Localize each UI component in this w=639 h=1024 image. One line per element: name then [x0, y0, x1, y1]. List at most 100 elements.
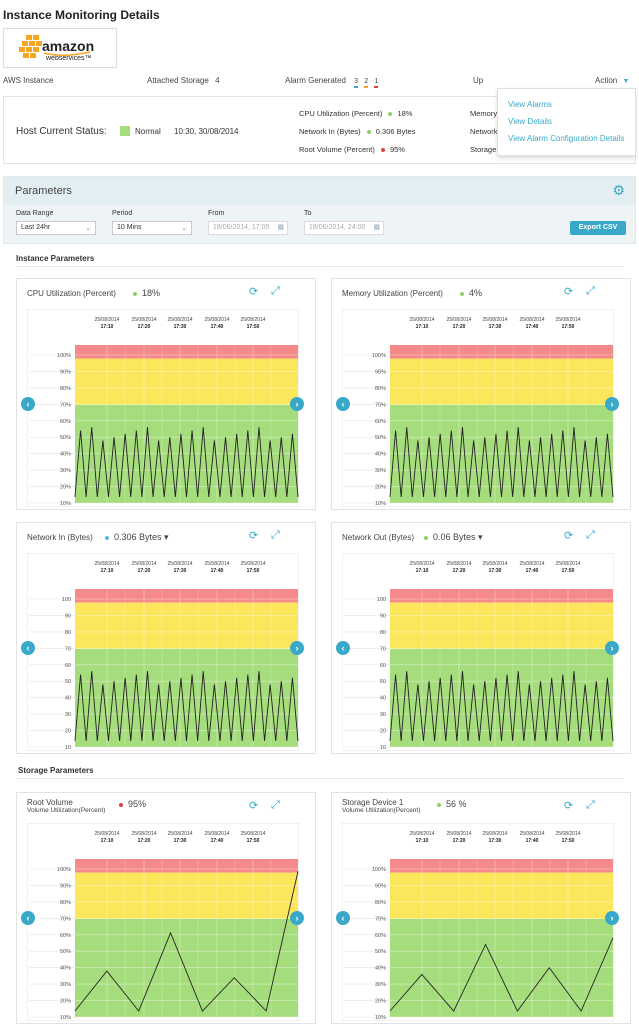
y-tick-label: 100%	[372, 867, 386, 873]
date-range-select[interactable]: Last 24hr ⌄	[16, 221, 96, 235]
zone-warning	[390, 358, 613, 405]
export-csv-button[interactable]: Export CSV	[570, 221, 626, 235]
y-tick-label: 90%	[375, 369, 386, 375]
chevron-left-icon[interactable]: ‹	[21, 641, 35, 655]
expand-icon[interactable]: ⤢	[271, 799, 280, 811]
period-select[interactable]: 10 Mins ⌄	[112, 221, 192, 235]
status-indicator	[120, 126, 130, 136]
status-dot	[119, 802, 123, 807]
chart-subtitle: Volume Utilization(Percent)	[342, 807, 421, 814]
y-tick-label: 70%	[60, 916, 71, 922]
x-tick-time: 17:40	[211, 324, 224, 330]
chevron-left-icon[interactable]: ‹	[336, 641, 350, 655]
chevron-right-icon[interactable]: ›	[605, 911, 619, 925]
y-tick-label: 30%	[60, 468, 71, 474]
y-tick-label: 70%	[375, 402, 386, 408]
refresh-icon[interactable]: ⟳	[564, 286, 574, 298]
status-dot	[424, 535, 428, 540]
y-tick-label: 100%	[57, 867, 71, 873]
zone-warning	[75, 602, 298, 649]
y-tick-label: 20%	[60, 485, 71, 491]
chevron-right-icon[interactable]: ›	[290, 641, 304, 655]
chevron-left-icon[interactable]: ‹	[21, 397, 35, 411]
chart-panel: Network In (Bytes) 0.306 Bytes ▾ ⟳ ⤢ 100 90 80…	[16, 522, 316, 754]
y-tick-label: 60%	[60, 933, 71, 939]
metric-network-in: Network In (Bytes) 0.306 Bytes	[299, 127, 415, 136]
chart-panel: Root Volume Volume Utilization(Percent) 95…	[16, 792, 316, 1024]
chevron-right-icon[interactable]: ›	[290, 397, 304, 411]
aws-logo: amazon webservices™	[3, 28, 117, 68]
x-tick-time: 17:20	[138, 838, 151, 844]
expand-icon[interactable]: ⤢	[586, 285, 595, 297]
y-tick-label: 30%	[375, 982, 386, 988]
menu-item-view-alarms[interactable]: View Alarms	[508, 100, 552, 109]
host-status-label: Host Current Status:	[16, 126, 107, 137]
metric-root-volume: Root Volume (Percent) 95%	[299, 145, 405, 154]
chart-title: CPU Utilization (Percent)	[27, 289, 116, 298]
y-tick-label: 80%	[60, 386, 71, 392]
period-value: 10 Mins	[117, 224, 142, 231]
expand-icon[interactable]: ⤢	[586, 799, 595, 811]
x-tick-date: 25/08/2014	[94, 831, 119, 837]
caret-down-icon[interactable]: ▾	[475, 532, 483, 542]
chevron-left-icon[interactable]: ‹	[21, 911, 35, 925]
x-tick-date: 25/08/2014	[519, 317, 544, 323]
action-dropdown-menu: View Alarms View Details View Alarm Conf…	[497, 88, 636, 156]
y-tick-label: 70%	[375, 916, 386, 922]
x-tick-time: 17:50	[247, 324, 260, 330]
chevron-right-icon[interactable]: ›	[605, 641, 619, 655]
chart-value-text: 56 %	[446, 799, 467, 809]
zone-critical	[390, 589, 613, 603]
settings-gear-icon[interactable]: ⚙	[612, 182, 625, 198]
chevron-left-icon[interactable]: ‹	[336, 397, 350, 411]
to-date-input[interactable]: 18/06/2014, 24:00 ▦	[304, 221, 384, 235]
y-tick-label: 60%	[60, 419, 71, 425]
x-tick-time: 17:10	[416, 838, 429, 844]
x-tick-date: 25/08/2014	[167, 317, 192, 323]
menu-item-view-details[interactable]: View Details	[508, 117, 552, 126]
expand-icon[interactable]: ⤢	[271, 285, 280, 297]
metric-root-dot	[380, 148, 385, 153]
alarm-count-critical[interactable]: 1	[374, 78, 379, 88]
expand-icon[interactable]: ⤢	[586, 529, 595, 541]
y-tick-label: 20%	[375, 999, 386, 1005]
chevron-right-icon[interactable]: ›	[290, 911, 304, 925]
refresh-icon[interactable]: ⟳	[249, 530, 259, 542]
caret-down-icon[interactable]: ▾	[161, 532, 169, 542]
data-series-line	[389, 671, 614, 742]
calendar-icon[interactable]: ▦	[277, 224, 284, 231]
metric-cpu-value: 18%	[397, 109, 413, 118]
date-range-value: Last 24hr	[21, 224, 51, 231]
y-tick-label: 60	[65, 663, 71, 669]
calendar-icon[interactable]: ▦	[373, 224, 380, 231]
caret-down-icon: ▼	[622, 78, 630, 85]
expand-icon[interactable]: ⤢	[271, 529, 280, 541]
refresh-icon[interactable]: ⟳	[249, 800, 259, 812]
x-tick-time: 17:10	[101, 324, 114, 330]
logo-subtext: webservices™	[45, 55, 92, 62]
metric-network-dot	[366, 130, 371, 135]
y-tick-label: 20	[65, 729, 71, 735]
refresh-icon[interactable]: ⟳	[564, 800, 574, 812]
x-tick-date: 25/08/2014	[482, 831, 507, 837]
chart-current-value[interactable]: 0.306 Bytes ▾	[105, 532, 169, 543]
y-tick-label: 50%	[375, 949, 386, 955]
y-tick-label: 10%	[375, 501, 386, 507]
menu-item-view-alarm-config[interactable]: View Alarm Configuration Details	[508, 134, 625, 143]
chevron-right-icon[interactable]: ›	[605, 397, 619, 411]
alarm-count-warning[interactable]: 2	[364, 78, 369, 88]
refresh-icon[interactable]: ⟳	[249, 286, 259, 298]
y-tick-label: 60	[380, 663, 386, 669]
page-title: Instance Monitoring Details	[3, 8, 160, 22]
alarm-count-info[interactable]: 3	[354, 78, 359, 88]
y-tick-label: 30%	[375, 468, 386, 474]
chevron-left-icon[interactable]: ‹	[336, 911, 350, 925]
chart-current-value[interactable]: 0.06 Bytes ▾	[424, 532, 483, 543]
refresh-icon[interactable]: ⟳	[564, 530, 574, 542]
instance-parameters-heading: Instance Parameters	[16, 254, 95, 263]
action-menu-button[interactable]: Action ▼	[595, 76, 629, 85]
zone-critical	[390, 345, 613, 359]
alarm-generated[interactable]: Alarm Generated 3 2 1	[285, 76, 379, 88]
y-tick-label: 70%	[60, 402, 71, 408]
from-date-input[interactable]: 18/06/2014, 17:05 ▦	[208, 221, 288, 235]
